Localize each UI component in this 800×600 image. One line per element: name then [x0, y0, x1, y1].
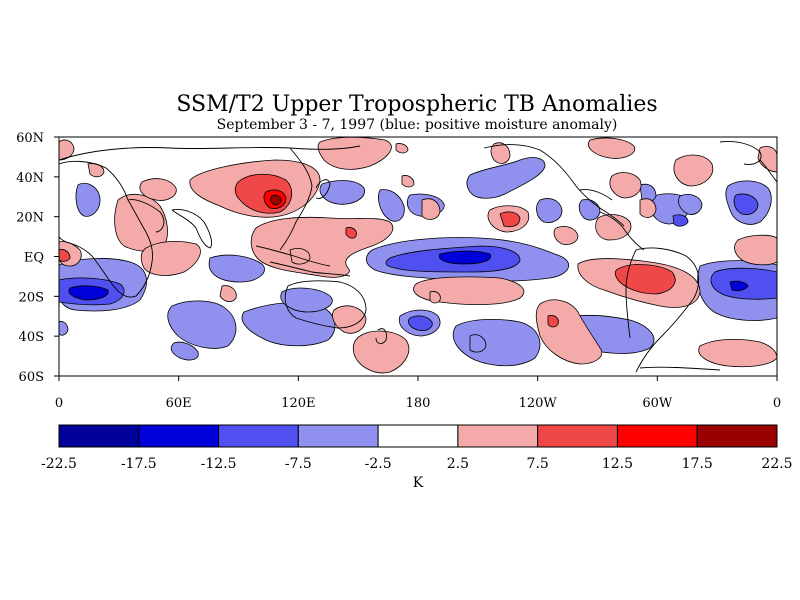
anomaly-map	[58, 136, 778, 377]
colorbar-tick-label: 22.5	[761, 456, 792, 472]
colorbar-tick-label: 2.5	[447, 456, 469, 472]
colorbar-tick-label: 17.5	[682, 456, 713, 472]
chart-title: SSM/T2 Upper Tropospheric TB Anomalies	[176, 92, 657, 117]
contour-band-dark-blue	[68, 250, 749, 301]
lon-tick-label: 60W	[642, 396, 673, 411]
colorbar-swatch	[457, 424, 539, 448]
lon-tick-label: 120E	[281, 396, 315, 411]
lon-tick-label: 60E	[166, 396, 192, 411]
coastlines	[59, 141, 777, 373]
lon-tick-label: 0	[773, 396, 781, 411]
colorbar-swatch	[616, 424, 698, 448]
lon-tick-label: 0	[55, 396, 63, 411]
colorbar-swatch	[537, 424, 618, 448]
colorbar-swatch	[377, 424, 459, 448]
colorbar-tick-label: 7.5	[527, 456, 549, 472]
colorbar-unit-label: K	[413, 475, 424, 491]
longitude-axis: 0 60E 120E 180 120W 60W 0	[55, 376, 781, 411]
colorbar-swatch	[58, 424, 140, 448]
colorbar-tick-label: 12.5	[602, 456, 633, 472]
colorbar-tick-label: -12.5	[201, 456, 237, 472]
lat-tick-label: EQ	[24, 251, 44, 266]
contour-band-light-pink	[59, 137, 777, 374]
colorbar-tick-label: -17.5	[121, 456, 157, 472]
lon-tick-label: 120W	[519, 396, 558, 411]
contour-band-dark-red	[270, 194, 282, 206]
colorbar-swatch	[138, 424, 220, 448]
colorbar-swatch	[218, 424, 299, 448]
colorbar-swatch	[297, 424, 379, 448]
latitude-axis: 60N 40N 20N EQ 20S 40S 60S	[16, 131, 59, 385]
lon-tick-label: 180	[406, 396, 431, 411]
lat-tick-label: 20N	[16, 211, 44, 226]
colorbar-swatch	[696, 424, 778, 448]
lat-tick-label: 20S	[19, 290, 44, 305]
colorbar-tick-label: -7.5	[285, 456, 312, 472]
colorbar-tick-label: -22.5	[41, 456, 77, 472]
colorbar: -22.5 -17.5 -12.5 -7.5 -2.5 2.5 7.5 12.5 17.5 22.…	[41, 424, 793, 472]
colorbar-tick-label: -2.5	[365, 456, 392, 472]
chart-subtitle: September 3 - 7, 1997 (blue: positive mo…	[217, 117, 618, 133]
lat-tick-label: 40S	[19, 330, 44, 345]
lat-tick-label: 60S	[19, 370, 44, 385]
lat-tick-label: 60N	[16, 131, 44, 146]
lat-tick-label: 40N	[16, 171, 44, 186]
